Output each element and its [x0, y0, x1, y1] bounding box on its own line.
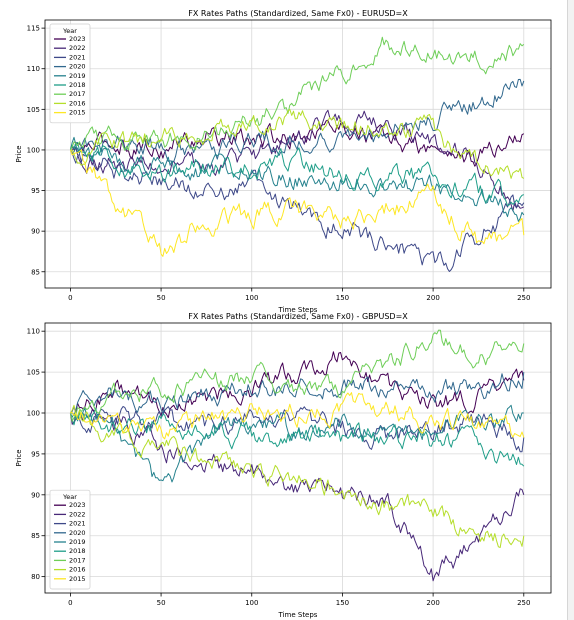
y-tick-label: 100	[27, 410, 40, 418]
chart-title: FX Rates Paths (Standardized, Same Fx0) …	[188, 9, 408, 18]
x-tick-label: 200	[426, 599, 439, 607]
x-tick-label: 100	[245, 599, 258, 607]
x-tick-label: 250	[517, 599, 530, 607]
x-axis-label: Time Steps	[278, 306, 318, 314]
legend-entry: 2016	[69, 566, 86, 574]
legend-entry: 2019	[69, 538, 86, 546]
y-tick-label: 105	[27, 106, 40, 114]
x-tick-label: 200	[426, 294, 439, 302]
series-line-2016	[69, 404, 525, 548]
legend-entry: 2023	[69, 35, 86, 43]
y-tick-label: 100	[27, 146, 40, 154]
axes-frame	[44, 19, 552, 289]
series-line-2019	[69, 136, 525, 222]
chart-2: 0 50 100 150 200 250 80 85 90 95 100 105 110 FX Rates…	[15, 312, 552, 619]
y-tick-label: 90	[31, 228, 40, 236]
legend-entry: 2021	[69, 53, 86, 61]
series-line-2017	[69, 36, 525, 151]
plot-area	[45, 323, 551, 593]
y-tick-label: 110	[27, 65, 40, 73]
series-group	[69, 329, 525, 582]
y-tick-label: 105	[27, 369, 40, 377]
series-line-2022	[70, 109, 525, 212]
y-axis-label: Price	[15, 449, 23, 466]
x-tick-label: 50	[157, 294, 166, 302]
x-tick-label: 150	[336, 294, 349, 302]
legend-entry: 2022	[69, 44, 86, 52]
y-tick-label: 80	[31, 573, 40, 581]
y-tick-label: 85	[31, 268, 40, 276]
legend-entry: 2020	[69, 529, 86, 537]
series-line-2016	[70, 108, 525, 179]
legend-entry: 2016	[69, 99, 86, 107]
y-tick-label: 110	[27, 328, 40, 336]
y-tick-label: 90	[31, 491, 40, 499]
series-line-2022	[69, 409, 525, 582]
series-line-2015	[69, 149, 525, 257]
x-tick-label: 100	[245, 294, 258, 302]
chart-1: 0 50 100 150 200 250 85 90 95 100 105 110 115 FX Rate…	[15, 9, 552, 314]
x-tick-label: 0	[68, 294, 72, 302]
series-line-2018	[69, 407, 525, 467]
series-line-2023	[69, 351, 525, 425]
axes-frame	[44, 322, 552, 594]
legend-entry: 2023	[69, 501, 86, 509]
legend-entry: 2018	[69, 547, 86, 555]
series-line-2018	[69, 141, 524, 207]
x-tick-label: 50	[157, 599, 166, 607]
y-tick-label: 85	[31, 532, 40, 540]
legend-entry: 2015	[69, 109, 86, 117]
series-group	[69, 36, 525, 272]
legend-entry: 2017	[69, 90, 86, 98]
x-tick-label: 150	[336, 599, 349, 607]
legend-entry: 2017	[69, 556, 86, 564]
x-tick-label: 0	[68, 599, 72, 607]
series-line-2020	[69, 78, 525, 162]
legend-title: Year	[62, 493, 77, 501]
y-axis-label: Price	[15, 145, 23, 162]
scrollbar[interactable]	[567, 0, 574, 620]
legend-entry: 2015	[69, 575, 86, 583]
legend-entry: 2022	[69, 510, 86, 518]
x-tick-label: 250	[517, 294, 530, 302]
y-tick-label: 95	[31, 187, 40, 195]
legend-entry: 2018	[69, 81, 86, 89]
series-line-2015	[70, 392, 525, 440]
legend-entry: 2021	[69, 520, 86, 528]
chart-title: FX Rates Paths (Standardized, Same Fx0) …	[188, 312, 408, 321]
x-axis-label: Time Steps	[278, 611, 318, 619]
series-line-2017	[69, 329, 525, 422]
y-tick-label: 115	[27, 25, 40, 33]
legend-entry: 2019	[69, 72, 86, 80]
y-tick-label: 95	[31, 450, 40, 458]
legend-entry: 2020	[69, 63, 86, 71]
legend-title: Year	[62, 27, 77, 35]
